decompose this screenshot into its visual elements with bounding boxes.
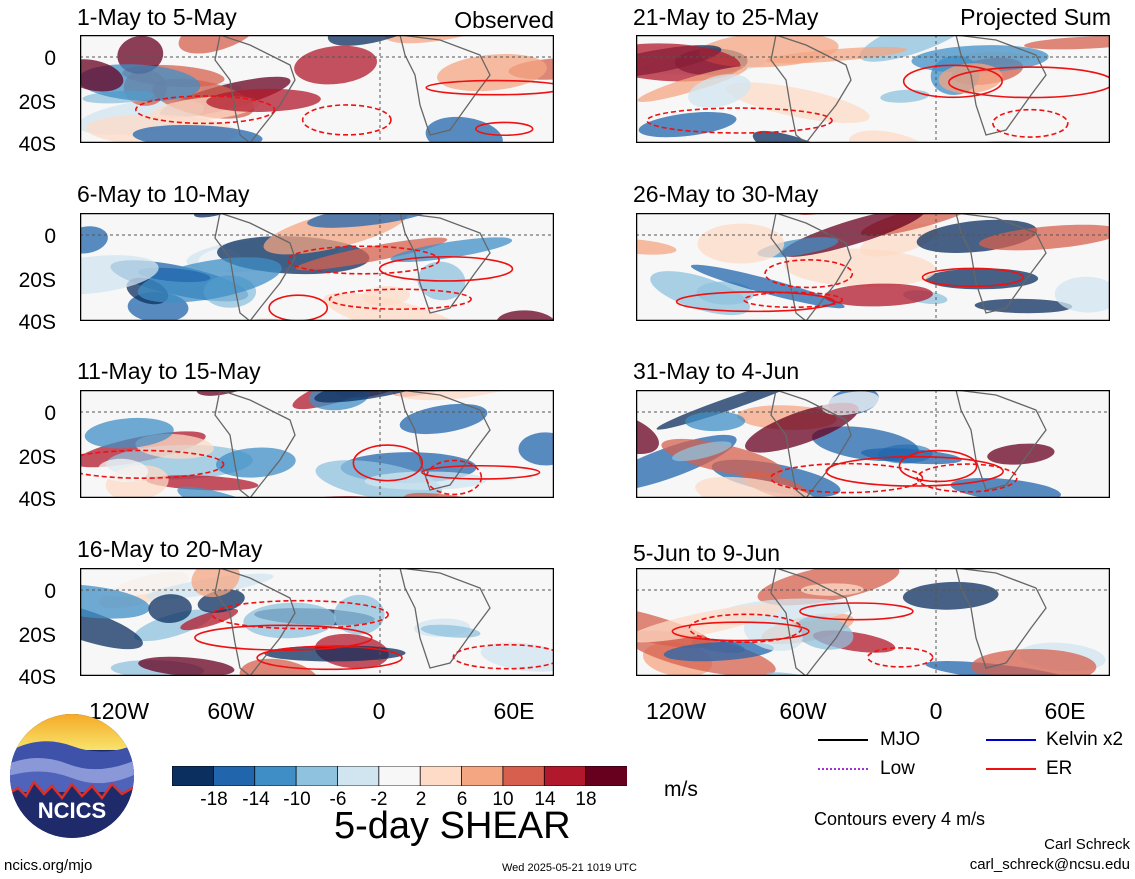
colorbar-units: m/s [664,778,698,801]
footer-author: Carl Schreck [1044,836,1130,853]
footer-email: carl_schreck@ncsu.edu [969,856,1130,873]
colorbar-tick: 18 [575,789,597,810]
shear-map-panel [80,35,554,143]
colorbar-swatch [254,765,297,787]
colorbar-swatch [585,765,628,787]
panel-title: 21-May to 25-May [633,4,819,30]
shear-map-panel [636,213,1110,321]
shear-map-panel [80,213,554,321]
panel-title: 31-May to 4-Jun [633,358,800,384]
panel-title: 6-May to 10-May [77,181,250,207]
panel-tag-observed: Observed [454,7,554,33]
colorbar-swatch [461,765,504,787]
chart-title: 5-day SHEAR [334,805,571,847]
lat-label: 20S [18,91,56,114]
lat-label: 40S [18,311,56,334]
lon-label: 60E [1044,698,1086,724]
panel-title: 16-May to 20-May [77,536,263,562]
lon-label: 120W [88,698,150,724]
panel-title: 1-May to 5-May [77,4,237,30]
colorbar-swatch [543,765,587,787]
legend-mjo-label: MJO [880,729,921,750]
ncics-logo: NCICS [8,712,136,840]
lat-label: 0 [44,580,56,603]
colorbar-tick: -14 [242,789,270,810]
panel-title: 11-May to 15-May [77,358,261,384]
shear-map-panel [80,390,554,498]
lat-label: 0 [44,402,56,425]
legend-kelvin-label: Kelvin x2 [1046,729,1124,750]
legend-er-label: ER [1046,758,1073,779]
lon-label: 60E [493,698,535,724]
colorbar-tick: -18 [200,789,228,810]
shear-map-panel [636,390,1110,498]
lat-label: 40S [18,488,56,511]
legend-low-line [818,768,868,770]
colorbar-swatch [419,765,463,787]
shear-map-panel [636,568,1110,676]
colorbar-swatch [171,765,215,787]
lon-label: 120W [645,698,707,724]
legend-low-label: Low [880,758,915,779]
colorbar-swatch [337,765,380,787]
colorbar-swatch [212,765,256,787]
lon-label: 60W [207,698,255,724]
colorbar-tick: -10 [283,789,311,810]
panel-title: 5-Jun to 9-Jun [633,540,781,566]
lat-label: 20S [18,269,56,292]
colorbar-tick: -6 [329,789,347,810]
footer-timestamp: Wed 2025-05-21 1019 UTC [502,862,637,874]
colorbar-tick: 6 [456,789,468,810]
colorbar-swatch [378,765,422,787]
lon-label: 0 [929,698,943,724]
panel-title: 26-May to 30-May [633,181,819,207]
logo-text: NCICS [38,798,106,823]
panel-tag-projected: Projected Sum [960,4,1111,30]
lat-label: 0 [44,225,56,248]
colorbar-swatch [295,765,339,787]
lat-label: 20S [18,624,56,647]
footer-url: ncics.org/mjo [4,857,93,874]
lat-label: 20S [18,446,56,469]
lon-label: 0 [372,698,386,724]
colorbar-tick: 2 [415,789,427,810]
legend-mjo-line [818,739,868,741]
lon-label: 60W [779,698,827,724]
colorbar [171,765,628,787]
lat-label: 40S [18,133,56,156]
legend-kelvin-line [986,739,1036,741]
lat-label: 40S [18,666,56,689]
legend-er-line [986,768,1036,770]
lat-label: 0 [44,47,56,70]
colorbar-tick: 14 [534,789,556,810]
colorbar-tick: -2 [370,789,388,810]
colorbar-tick: 10 [492,789,514,810]
contour-note: Contours every 4 m/s [814,809,986,829]
shear-map-panel [80,568,554,676]
colorbar-swatch [502,765,546,787]
shear-map-panel [636,35,1110,143]
